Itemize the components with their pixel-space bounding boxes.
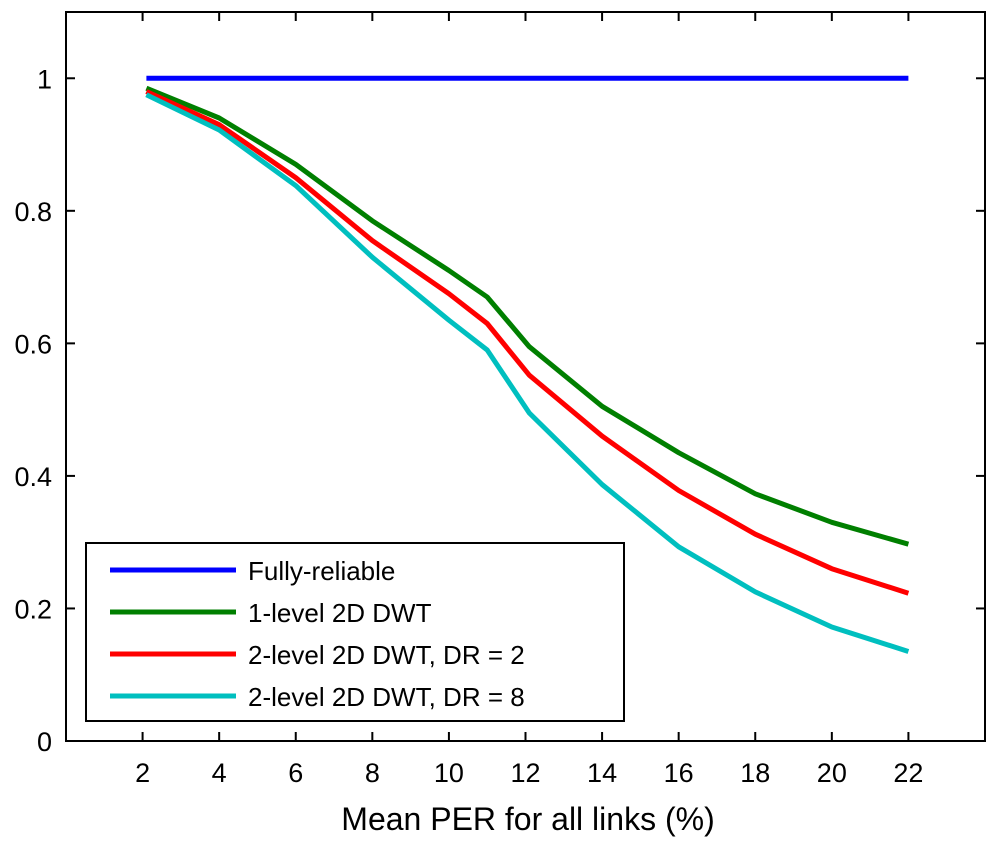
x-tick-label: 16 xyxy=(664,758,694,788)
x-tick-label: 4 xyxy=(212,758,227,788)
series-layer xyxy=(145,75,910,654)
x-tick-label: 18 xyxy=(740,758,770,788)
tick-layer: 2 4 6 8 10 12 14 16 18 20 22 0 0.2 0.4 0.6 0.8 1 xyxy=(14,12,985,788)
y-tick-label: 0.8 xyxy=(14,197,52,227)
x-tick-label: 12 xyxy=(510,758,540,788)
legend-box xyxy=(85,542,625,722)
series-line-2 xyxy=(145,85,910,547)
x-tick-label: 10 xyxy=(434,758,464,788)
legend-label-1: Fully-reliable xyxy=(248,556,395,586)
y-tick-label: 0 xyxy=(37,727,52,757)
y-tick-label: 1 xyxy=(37,64,52,94)
series-line-3 xyxy=(145,89,910,596)
x-tick-label: 6 xyxy=(288,758,303,788)
series-line-4 xyxy=(145,92,910,654)
y-tick-label: 0.4 xyxy=(14,462,52,492)
legend: Fully-reliable 1-level 2D DWT 2-level 2D D… xyxy=(85,542,625,722)
x-tick-label: 22 xyxy=(893,758,923,788)
x-tick-label: 14 xyxy=(587,758,617,788)
legend-label-4: 2-level 2D DWT, DR = 8 xyxy=(248,682,525,712)
legend-label-2: 1-level 2D DWT xyxy=(248,598,432,628)
x-tick-label: 20 xyxy=(817,758,847,788)
x-tick-label: 8 xyxy=(365,758,380,788)
y-tick-label: 0.2 xyxy=(14,594,52,624)
y-tick-label: 0.6 xyxy=(14,329,52,359)
x-tick-label: 2 xyxy=(135,758,150,788)
x-axis-title: Mean PER for all links (%) xyxy=(341,801,714,837)
legend-label-3: 2-level 2D DWT, DR = 2 xyxy=(248,640,525,670)
